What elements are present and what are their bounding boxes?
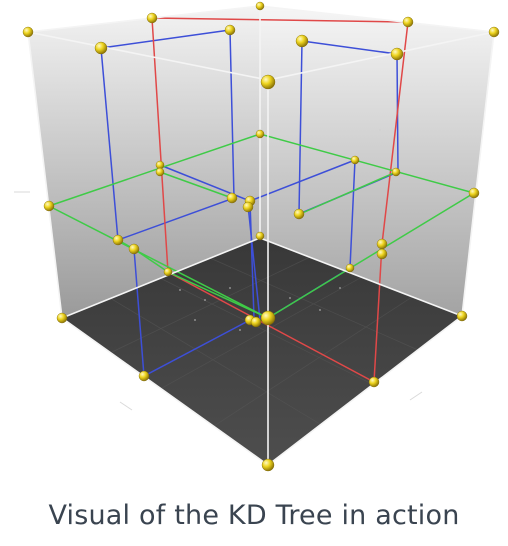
kd-node-point-icon [155,167,165,177]
kd-node-point-icon [488,26,500,38]
kd-node-point-icon [43,200,55,212]
kd-node-point-icon [138,370,150,382]
kd-node-point-icon [260,74,276,90]
kd-tree-3d-diagram [14,1,500,472]
kd-node-point-icon [56,312,68,324]
kd-node-point-icon [390,47,404,61]
kd-node-point-icon [226,192,238,204]
kd-node-point-icon [242,201,254,213]
kd-node-point-icon [128,243,140,255]
kd-node-point-icon [255,1,265,11]
kd-node-point-icon [261,458,275,472]
kd-node-point-icon [468,187,480,199]
kd-node-point-icon [368,376,380,388]
kd-node-point-icon [260,310,276,326]
kd-node-point-icon [402,16,414,28]
kd-node-point-icon [224,24,236,36]
kd-nodes [22,1,500,472]
floor-grid [109,256,419,427]
kd-node-point-icon [255,231,265,241]
kd-node-point-icon [146,12,158,24]
kd-node-point-icon [94,41,108,55]
kd-node-point-icon [293,208,305,220]
kd-node-point-icon [163,267,173,277]
left-back-wall [28,6,260,318]
kd-node-point-icon [376,238,388,250]
figure-caption: Visual of the KD Tree in action [48,500,460,531]
kd-node-point-icon [250,316,262,328]
kd-node-point-icon [391,167,401,177]
floor-plane [62,238,462,465]
kd-node-point-icon [376,248,388,260]
kd-node-point-icon [350,155,360,165]
kd-node-point-icon [456,310,468,322]
kd-node-point-icon [345,263,355,273]
kd-node-point-icon [112,234,124,246]
axis-ticks [14,191,423,411]
kd-node-point-icon [22,26,34,38]
right-back-wall [260,6,494,316]
kd-node-point-icon [255,129,265,139]
kd-node-point-icon [295,34,309,48]
